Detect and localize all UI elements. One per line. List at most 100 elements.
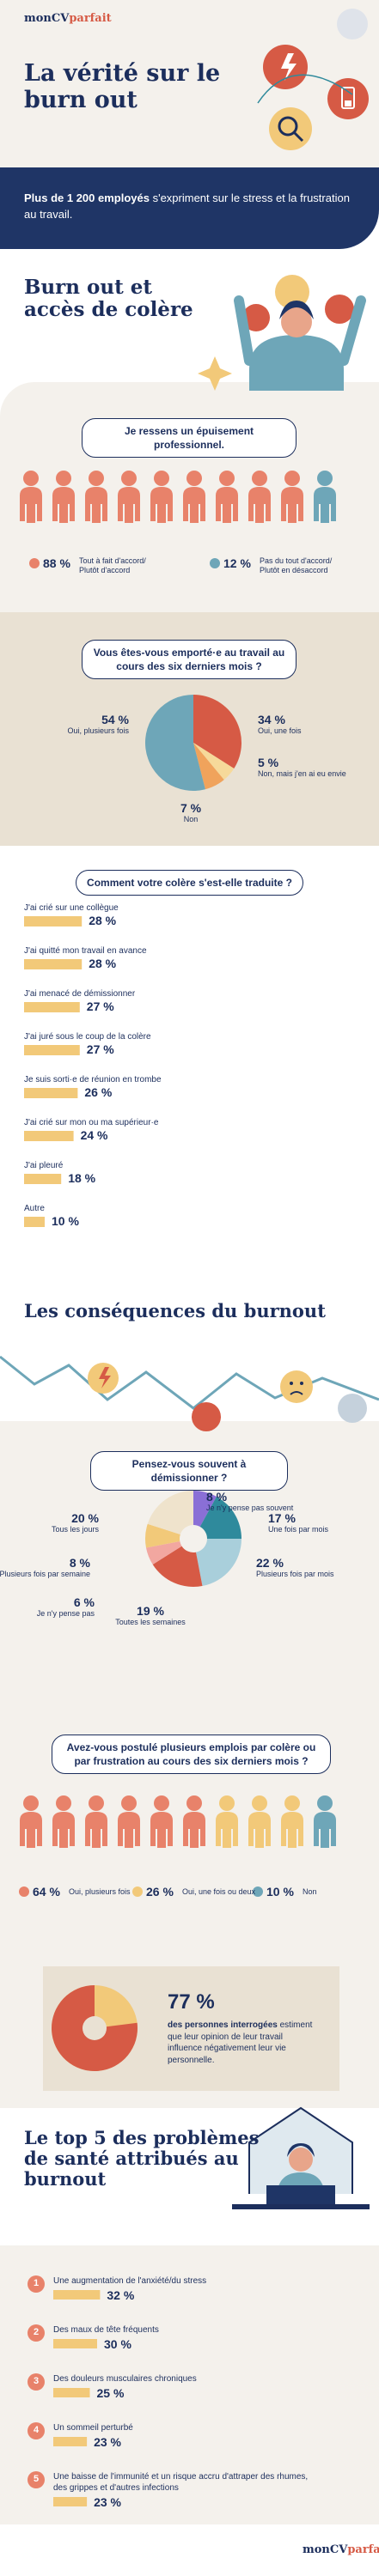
rank-number: 3	[33, 2376, 40, 2386]
person-icon	[183, 471, 205, 523]
health-illustration	[232, 2106, 370, 2209]
bar-value: 27 %	[86, 999, 114, 1013]
person-body	[118, 487, 140, 523]
legend-label: Oui, plusieurs fois	[69, 1887, 131, 1896]
person-icon	[281, 1795, 303, 1848]
bar	[24, 1045, 80, 1055]
person-head	[23, 1795, 39, 1811]
slice-label: 6 % Je n'y pense pas	[0, 1595, 95, 1619]
legend-value: 26 %	[146, 1885, 174, 1899]
person-body	[248, 487, 271, 523]
bar-value: 10 %	[52, 1214, 79, 1228]
person-icon	[85, 1795, 107, 1848]
person-body	[85, 487, 107, 523]
pie-slice	[193, 743, 224, 790]
person-head	[154, 471, 169, 486]
slice-value: 54 %	[101, 713, 129, 726]
rank-badge	[28, 2373, 45, 2391]
person-body	[52, 1812, 75, 1848]
rank-badge	[28, 2275, 45, 2293]
slice-text: Je n'y pense pas	[36, 1609, 95, 1618]
person-body	[85, 1812, 107, 1848]
slice-label: 34 % Oui, une fois	[258, 713, 352, 736]
bar-label: Une augmentation de l'anxiété/du stress	[53, 2276, 207, 2286]
bar	[24, 1002, 80, 1012]
person-icon	[314, 471, 336, 523]
slice-value: 22 %	[256, 1556, 284, 1570]
bar-value: 28 %	[89, 957, 117, 970]
bar-value: 23 %	[94, 2495, 122, 2509]
rank-number: 4	[33, 2425, 40, 2435]
pie-slice	[195, 1539, 241, 1587]
slice-value: 6 %	[73, 1595, 95, 1609]
legend-label: Pas du tout d'accord/ Plutôt en désaccor…	[260, 556, 333, 575]
bar	[53, 2339, 97, 2348]
person-head	[186, 1795, 202, 1811]
slice-label: 19 % Toutes les semaines	[103, 1604, 198, 1627]
legend-label: Non	[303, 1887, 317, 1896]
opinion-value: 77 %	[168, 1990, 215, 2014]
legend-label: Tout à fait d'accord/ Plutôt d'accord	[79, 556, 146, 575]
person-body	[281, 487, 303, 523]
bar-label: J'ai crié sur mon ou ma supérieur·e	[24, 1118, 159, 1127]
slice-text: Une fois par mois	[268, 1525, 329, 1534]
legend-dot	[19, 1886, 29, 1897]
person-icon	[20, 471, 42, 523]
person-icon	[248, 471, 271, 523]
opinion-strong: des personnes interrogées	[168, 2020, 278, 2030]
bar-label: Une baisse de l'immunité et un risque ac…	[53, 2472, 309, 2493]
bar	[24, 959, 83, 969]
legend-value: 88 %	[43, 556, 70, 570]
legend-dot	[29, 558, 40, 568]
slice-value: 5 %	[258, 756, 279, 769]
logo-accent: parfait	[69, 12, 112, 25]
slice-value: 8 %	[206, 1490, 228, 1504]
bar	[24, 1217, 45, 1227]
person-icon	[118, 1795, 140, 1848]
person-icon	[20, 1795, 42, 1848]
bar	[53, 2497, 88, 2506]
rank-number: 1	[33, 2278, 40, 2288]
bar-label: Je suis sorti·e de réunion en trombe	[24, 1075, 162, 1084]
slice-label: 7 % Non	[144, 801, 238, 824]
slice-label: 22 % Plusieurs fois par mois	[256, 1556, 351, 1579]
person-icon	[150, 471, 173, 523]
slice-label: 20 % Tous les jours	[4, 1511, 99, 1534]
slice-value: 7 %	[180, 801, 202, 815]
section-heading: Burn out et accès de colère	[24, 276, 193, 322]
bar-label: Des maux de tête fréquents	[53, 2325, 159, 2335]
bar	[53, 2388, 90, 2397]
slice-label: 54 % Oui, plusieurs fois	[34, 713, 129, 736]
person-icon	[118, 471, 140, 523]
header-bg	[0, 0, 379, 172]
person-head	[252, 1795, 267, 1811]
intro-text: Plus de 1 200 employés s'expriment sur l…	[24, 191, 351, 223]
person-head	[56, 1795, 71, 1811]
bar	[24, 916, 83, 927]
slice-text: Tous les jours	[51, 1525, 99, 1534]
bar-label: Un sommeil perturbé	[53, 2423, 133, 2433]
slice-text: Oui, une fois	[258, 726, 302, 735]
legend-value: 12 %	[223, 556, 251, 570]
rank-badge	[28, 2471, 45, 2488]
person-head	[121, 471, 137, 486]
person-head	[317, 471, 333, 486]
bar-value: 28 %	[89, 914, 117, 927]
slice-text: Non	[183, 815, 199, 823]
bar-label: J'ai juré sous le coup de la colère	[24, 1032, 151, 1042]
person-icon	[150, 1795, 173, 1848]
rank-number: 2	[33, 2327, 40, 2337]
person-head	[284, 471, 300, 486]
opinion-body: estiment que leur opinion de leur travai…	[168, 2020, 313, 2065]
person-head	[317, 1795, 333, 1811]
rank-number: 5	[33, 2474, 40, 2484]
section-heading: Le top 5 des problèmes de santé attribué…	[24, 2127, 260, 2190]
logo-brand: monCV	[303, 2543, 348, 2556]
bar-value: 18 %	[68, 1171, 96, 1185]
person-icon	[216, 1795, 238, 1848]
bar	[24, 1174, 62, 1184]
bar-label: J'ai pleuré	[24, 1161, 64, 1170]
person-head	[219, 471, 235, 486]
bar-value: 27 %	[86, 1042, 114, 1056]
